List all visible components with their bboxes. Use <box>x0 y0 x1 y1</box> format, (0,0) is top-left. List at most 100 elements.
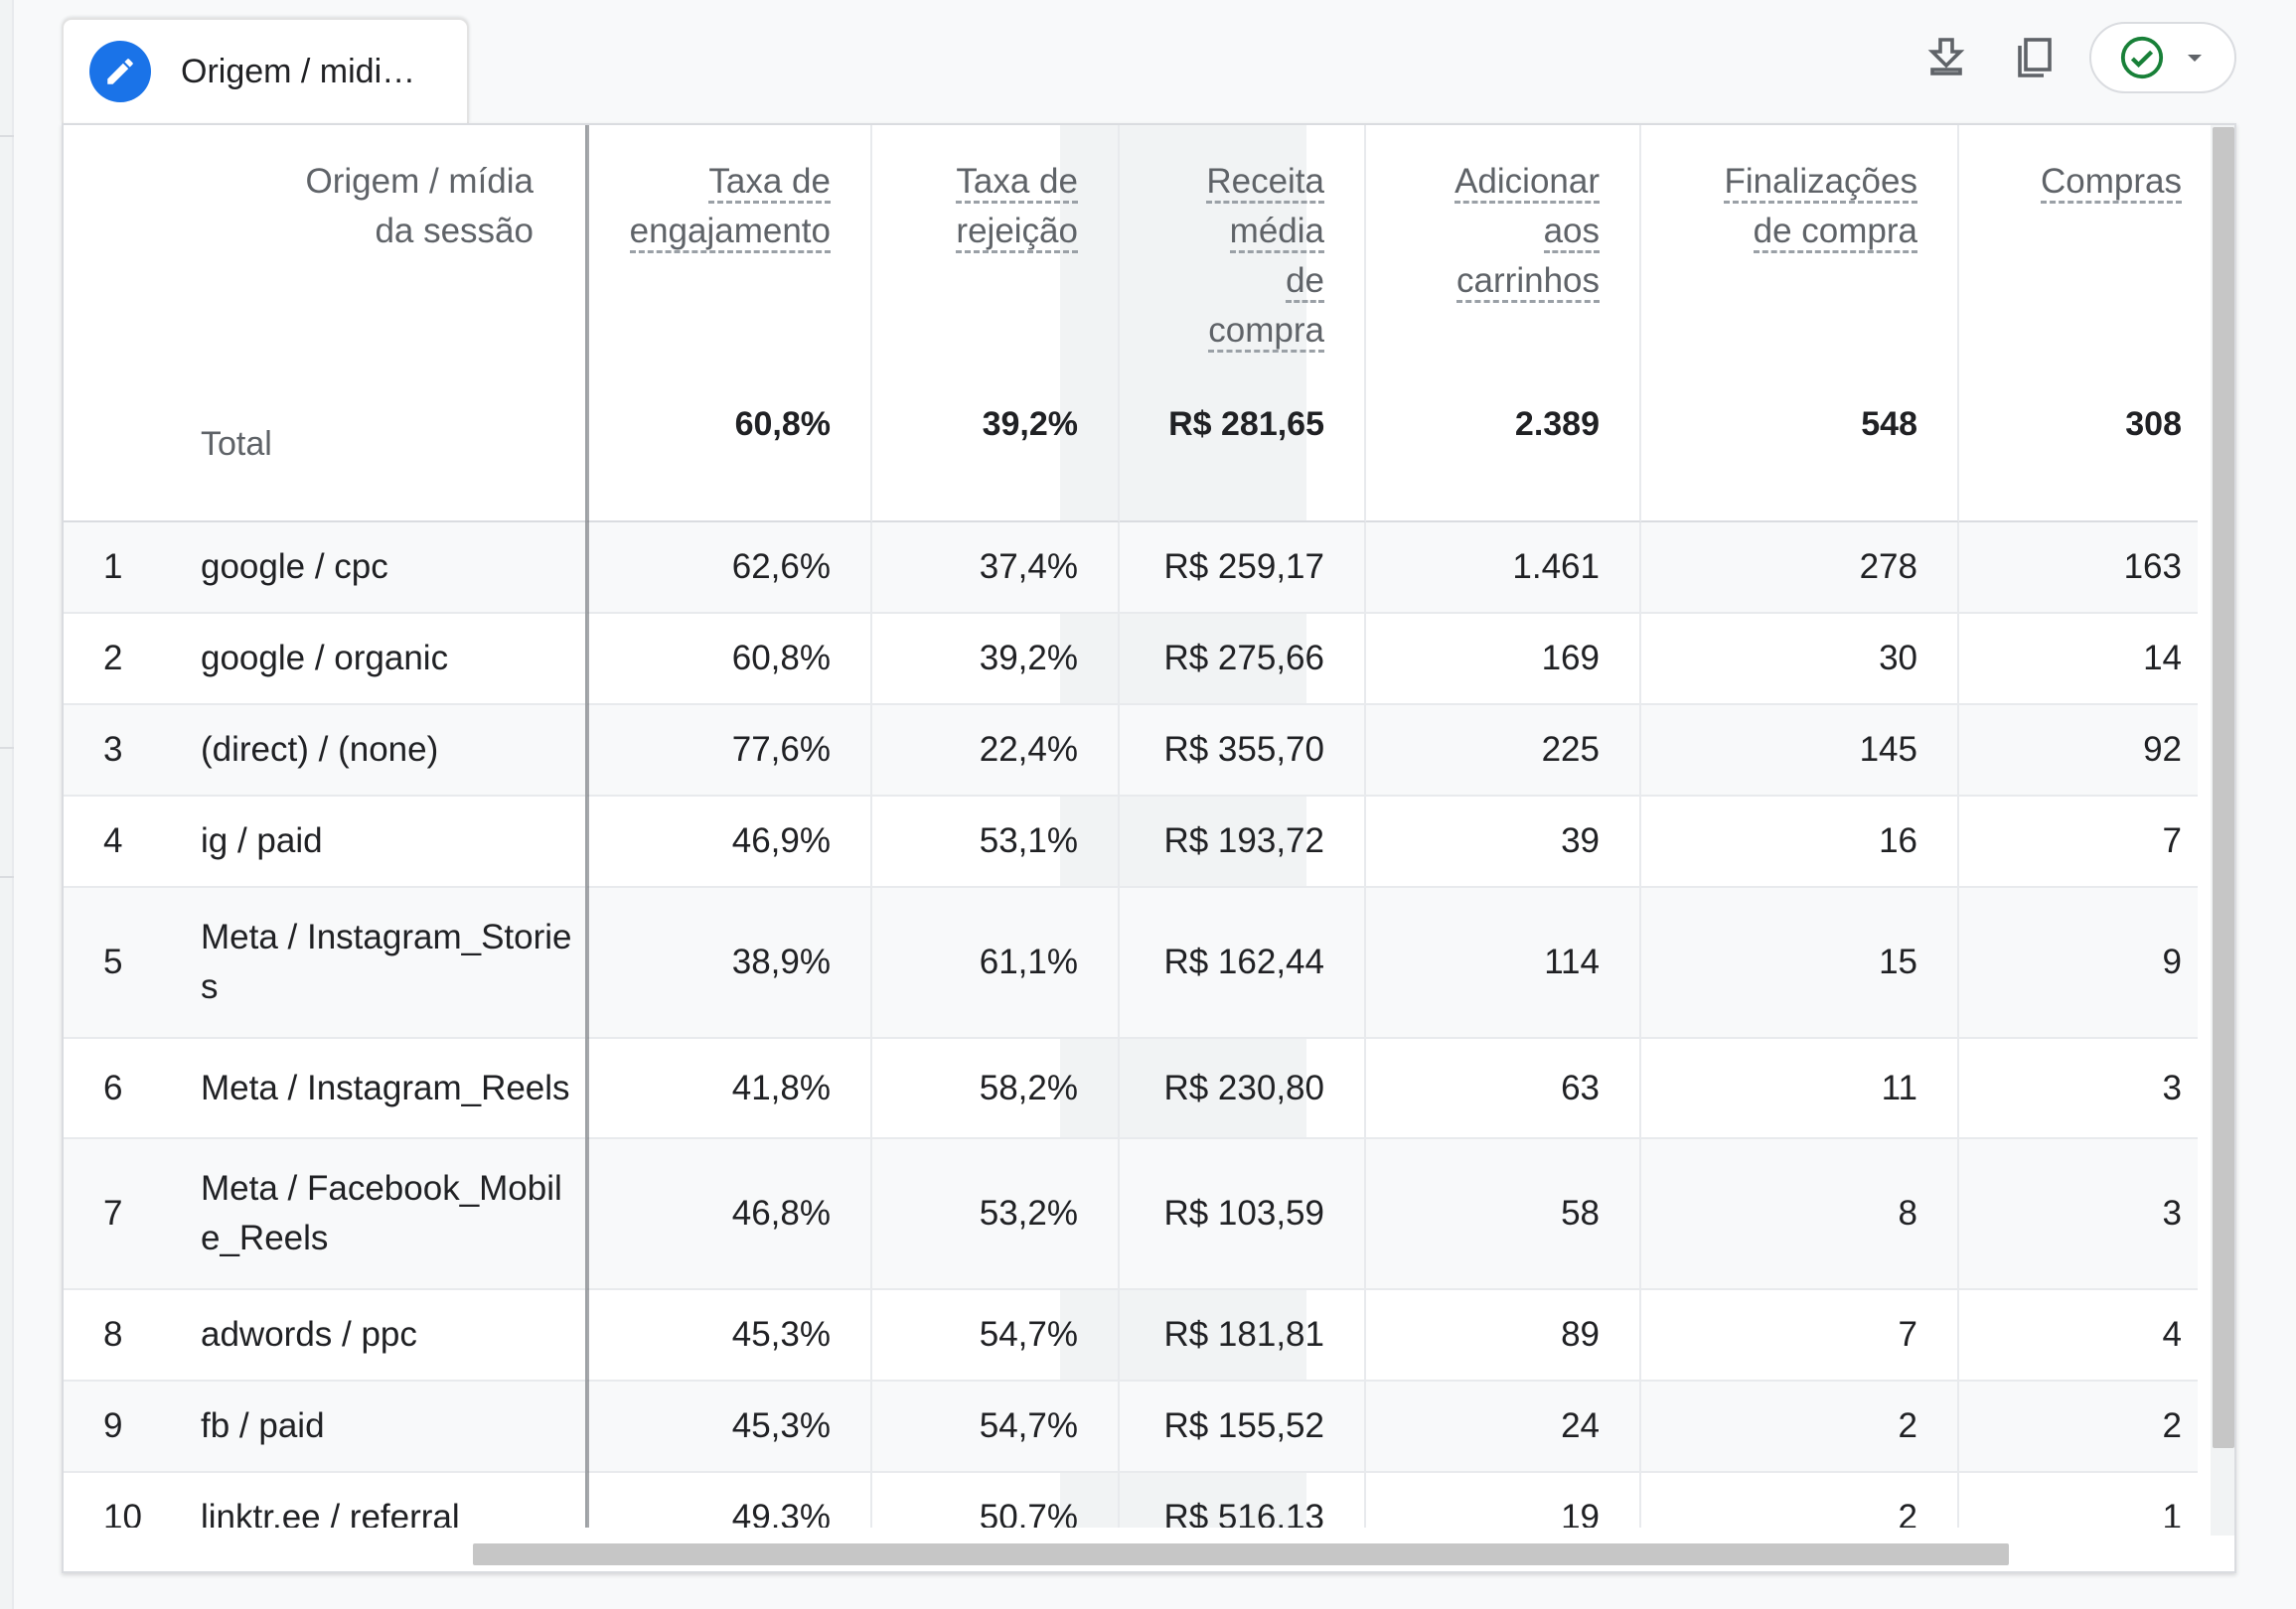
metric-header-cell[interactable]: Finalizações de compra 548 <box>1641 125 1959 522</box>
metric-cell: 39,2% <box>872 614 1120 703</box>
metric-cell: 1 <box>1959 1473 2198 1528</box>
metric-cell: 46,8% <box>587 1139 872 1288</box>
metric-cell: 9 <box>1959 888 2198 1037</box>
metric-cell: 225 <box>1366 705 1641 795</box>
row-dimension-value[interactable]: Meta / Instagram_Reels <box>201 1039 587 1137</box>
table-row[interactable]: 5 Meta / Instagram_Stories 38,9% 61,1% R$ 16… <box>64 888 2198 1039</box>
table-row[interactable]: 4 ig / paid 46,9% 53,1% R$ 193,72 39 16 7 <box>64 797 2198 888</box>
row-dimension-value[interactable]: fb / paid <box>201 1382 587 1471</box>
horizontal-scrollbar-thumb[interactable] <box>473 1543 2009 1565</box>
dimension-header-cell[interactable]: Origem / mídia da sessão <box>64 125 587 522</box>
table-row[interactable]: 8 adwords / ppc 45,3% 54,7% R$ 181,81 89 7 4 <box>64 1290 2198 1382</box>
chevron-down-icon <box>2188 55 2202 62</box>
row-dimension-value[interactable]: ig / paid <box>201 797 587 886</box>
metric-cell: 92 <box>1959 705 2198 795</box>
metric-cell: 46,9% <box>587 797 872 886</box>
metric-cell: 50,7% <box>872 1473 1120 1528</box>
metric-header-cell[interactable]: Compras 308 <box>1959 125 2198 522</box>
metric-cell: R$ 230,80 <box>1120 1039 1366 1137</box>
metric-cell: 169 <box>1366 614 1641 703</box>
table-row[interactable]: 2 google / organic 60,8% 39,2% R$ 275,66 169 3… <box>64 614 2198 705</box>
metric-cell: 3 <box>1959 1139 2198 1288</box>
metric-header-cell[interactable]: Receita média de compra R$ 281,65 <box>1120 125 1366 522</box>
row-index: 7 <box>103 1194 123 1233</box>
download-icon[interactable] <box>1914 26 1978 89</box>
metric-cell: R$ 155,52 <box>1120 1382 1366 1471</box>
metric-cell: 41,8% <box>587 1039 872 1137</box>
metric-cell: 3 <box>1959 1039 2198 1137</box>
metric-header-cell[interactable]: Taxa de rejeição 39,2% <box>872 125 1120 522</box>
row-index: 8 <box>103 1315 123 1354</box>
metric-cell: 49,3% <box>587 1473 872 1528</box>
metric-header-label: Taxa de rejeição <box>956 157 1078 256</box>
row-dimension-value[interactable]: linktr.ee / referral <box>201 1473 587 1528</box>
rail-divider <box>0 135 14 137</box>
metric-header-label: Receita média de compra <box>1206 157 1324 356</box>
table-toolbar <box>1914 22 2236 93</box>
table-row[interactable]: 10 linktr.ee / referral 49,3% 50,7% R$ 516,1… <box>64 1473 2198 1528</box>
metric-cell: 45,3% <box>587 1382 872 1471</box>
row-dimension-value[interactable]: google / cpc <box>201 522 587 612</box>
row-index: 1 <box>103 547 123 586</box>
metric-total: 548 <box>1861 405 1917 443</box>
metric-cell: 37,4% <box>872 522 1120 612</box>
metric-cell: 60,8% <box>587 614 872 703</box>
metric-header-cell[interactable]: Taxa de engajamento 60,8% <box>587 125 872 522</box>
row-dimension-value[interactable]: google / organic <box>201 614 587 703</box>
pencil-icon[interactable] <box>89 41 151 102</box>
check-circle-icon <box>2120 36 2164 79</box>
metric-cell: 14 <box>1959 614 2198 703</box>
table-row[interactable]: 6 Meta / Instagram_Reels 41,8% 58,2% R$ 230,… <box>64 1039 2198 1139</box>
row-dimension-value[interactable]: adwords / ppc <box>201 1290 587 1380</box>
horizontal-scrollbar[interactable] <box>64 1536 2211 1571</box>
metric-cell: R$ 193,72 <box>1120 797 1366 886</box>
metric-cell: 61,1% <box>872 888 1120 1037</box>
metric-cell: 114 <box>1366 888 1641 1037</box>
metric-cell: 39 <box>1366 797 1641 886</box>
metric-cell: 38,9% <box>587 888 872 1037</box>
metric-cell: 58 <box>1366 1139 1641 1288</box>
row-index: 2 <box>103 639 123 677</box>
metric-cell: 16 <box>1641 797 1959 886</box>
rail-divider <box>0 747 14 749</box>
row-index: 5 <box>103 943 123 981</box>
metric-cell: R$ 162,44 <box>1120 888 1366 1037</box>
metric-cell: R$ 516,13 <box>1120 1473 1366 1528</box>
row-index: 3 <box>103 730 123 769</box>
dimension-tab[interactable]: Origem / midi… <box>62 18 469 123</box>
metric-cell: 11 <box>1641 1039 1959 1137</box>
row-dimension-value[interactable]: (direct) / (none) <box>201 705 587 795</box>
vertical-scrollbar-thumb[interactable] <box>2213 127 2234 1448</box>
column-divider <box>585 125 589 1528</box>
vertical-scrollbar[interactable] <box>2211 125 2234 1536</box>
sorted-column-highlight <box>1060 125 1306 1528</box>
metric-header-label: Finalizações de compra <box>1724 157 1917 256</box>
metric-total: 60,8% <box>734 405 831 443</box>
metric-cell: 22,4% <box>872 705 1120 795</box>
metric-cell: 58,2% <box>872 1039 1120 1137</box>
table-row[interactable]: 1 google / cpc 62,6% 37,4% R$ 259,17 1.461 278… <box>64 522 2198 614</box>
metric-cell: 77,6% <box>587 705 872 795</box>
table-row[interactable]: 3 (direct) / (none) 77,6% 22,4% R$ 355,70 225… <box>64 705 2198 797</box>
metric-cell: 89 <box>1366 1290 1641 1380</box>
row-dimension-value[interactable]: Meta / Facebook_Mobile_Reels <box>201 1139 587 1288</box>
metric-cell: 145 <box>1641 705 1959 795</box>
metric-cell: 7 <box>1641 1290 1959 1380</box>
metric-total: 2.389 <box>1514 405 1600 443</box>
metric-header-cell[interactable]: Adicionar aos carrinhos 2.389 <box>1366 125 1641 522</box>
row-index: 4 <box>103 821 123 860</box>
row-index: 6 <box>103 1068 123 1107</box>
status-button[interactable] <box>2089 22 2236 93</box>
table-row[interactable]: 7 Meta / Facebook_Mobile_Reels 46,8% 53,2% R… <box>64 1139 2198 1290</box>
copy-icon[interactable] <box>2002 26 2066 89</box>
metric-cell: 24 <box>1366 1382 1641 1471</box>
metric-cell: 7 <box>1959 797 2198 886</box>
metric-cell: 53,2% <box>872 1139 1120 1288</box>
row-dimension-value[interactable]: Meta / Instagram_Stories <box>201 888 587 1037</box>
metric-cell: 2 <box>1641 1473 1959 1528</box>
metric-cell: 15 <box>1641 888 1959 1037</box>
metric-cell: R$ 355,70 <box>1120 705 1366 795</box>
metric-total: R$ 281,65 <box>1168 405 1324 443</box>
metric-header-label: Taxa de engajamento <box>629 157 831 256</box>
table-row[interactable]: 9 fb / paid 45,3% 54,7% R$ 155,52 24 2 2 <box>64 1382 2198 1473</box>
